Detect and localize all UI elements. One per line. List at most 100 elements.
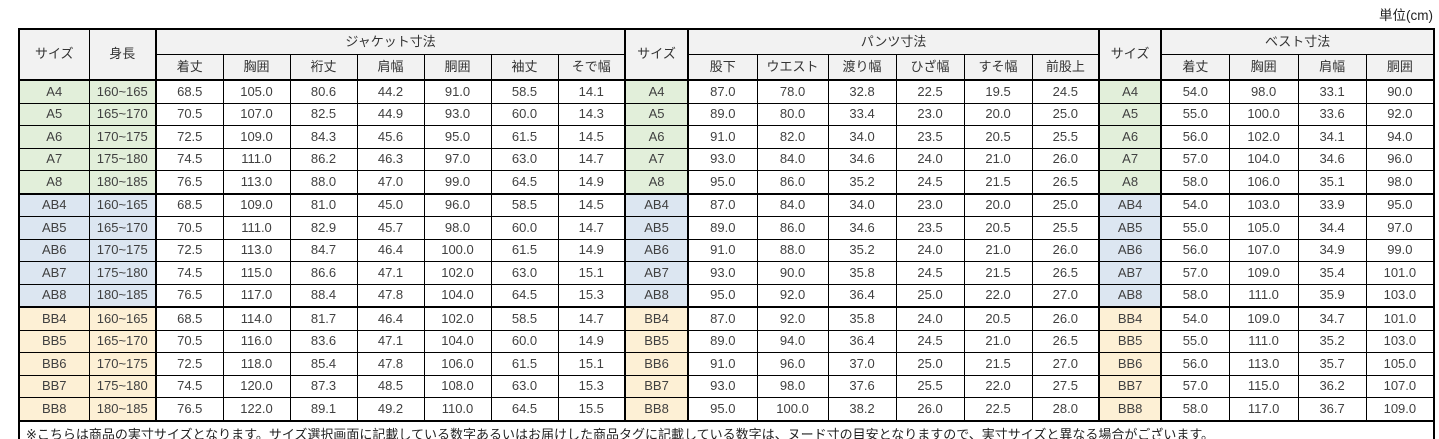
table-row: BB5 165~170 70.5 116.0 83.6 47.1 104.0 60.0 14.9… <box>18 329 1435 353</box>
height-cell: 170~175 <box>88 125 157 149</box>
jacket-measurement-cell: 74.5 <box>155 374 224 398</box>
vest-measurement-cell: 35.9 <box>1297 283 1367 308</box>
pants-col-header: すそ幅 <box>963 54 1033 81</box>
jacket-measurement-cell: 99.0 <box>423 170 492 194</box>
jacket-measurement-cell: 87.3 <box>289 374 358 398</box>
vest-measurement-cell: 55.0 <box>1160 216 1230 240</box>
size-cell: AB6 <box>18 238 90 262</box>
size-column-header-right: サイズ <box>1098 28 1163 81</box>
vest-measurement-cell: 95.0 <box>1365 192 1435 217</box>
jacket-measurement-cell: 14.7 <box>557 306 626 331</box>
pants-measurement-cell: 24.5 <box>895 170 965 194</box>
jacket-measurement-cell: 64.5 <box>490 283 559 308</box>
pants-measurement-cell: 34.6 <box>827 216 897 240</box>
jacket-measurement-cell: 15.1 <box>557 261 626 285</box>
jacket-col-header: 着丈 <box>155 54 224 81</box>
note-row: ※こちらは商品の実寸サイズとなります。サイズ選択画面に記載している数字あるいはお… <box>18 419 1435 439</box>
pants-measurement-cell: 38.2 <box>827 397 897 421</box>
jacket-measurement-cell: 63.0 <box>490 374 559 398</box>
vest-measurement-cell: 58.0 <box>1160 397 1230 421</box>
pants-measurement-cell: 26.0 <box>1031 238 1100 262</box>
jacket-measurement-cell: 58.5 <box>490 306 559 331</box>
jacket-measurement-cell: 102.0 <box>423 261 492 285</box>
jacket-measurement-cell: 64.5 <box>490 170 559 194</box>
jacket-measurement-cell: 14.5 <box>557 192 626 217</box>
pants-measurement-cell: 93.0 <box>687 374 758 398</box>
table-row: A6 170~175 72.5 109.0 84.3 45.6 95.0 61.5 14.5 A6… <box>18 125 1435 149</box>
pants-measurement-cell: 27.0 <box>1031 352 1100 376</box>
size-cell: AB8 <box>18 283 90 308</box>
pants-measurement-cell: 22.0 <box>963 374 1033 398</box>
jacket-measurement-cell: 81.0 <box>289 192 358 217</box>
size-cell-right: AB4 <box>1098 192 1163 217</box>
vest-measurement-cell: 54.0 <box>1160 192 1230 217</box>
pants-measurement-cell: 19.5 <box>963 79 1033 104</box>
pants-measurement-cell: 91.0 <box>687 352 758 376</box>
unit-label: 単位(cm) <box>1379 8 1433 23</box>
vest-measurement-cell: 109.0 <box>1228 261 1299 285</box>
pants-measurement-cell: 24.5 <box>1031 79 1100 104</box>
vest-measurement-cell: 34.4 <box>1297 216 1367 240</box>
vest-measurement-cell: 54.0 <box>1160 79 1230 104</box>
vest-measurement-cell: 56.0 <box>1160 125 1230 149</box>
jacket-measurement-cell: 63.0 <box>490 147 559 171</box>
size-cell-mid: BB5 <box>624 329 690 353</box>
pants-measurement-cell: 33.4 <box>827 102 897 126</box>
pants-measurement-cell: 26.0 <box>1031 306 1100 331</box>
jacket-measurement-cell: 47.1 <box>356 261 425 285</box>
vest-measurement-cell: 100.0 <box>1228 102 1299 126</box>
size-cell-right: BB5 <box>1098 329 1163 353</box>
jacket-measurement-cell: 72.5 <box>155 125 224 149</box>
vest-measurement-cell: 55.0 <box>1160 329 1230 353</box>
jacket-measurement-cell: 14.9 <box>557 238 626 262</box>
pants-measurement-cell: 21.0 <box>963 147 1033 171</box>
jacket-measurement-cell: 63.0 <box>490 261 559 285</box>
vest-measurement-cell: 101.0 <box>1365 261 1435 285</box>
table-body: A4 160~165 68.5 105.0 80.6 44.2 91.0 58.5 14.1 A4… <box>18 79 1435 421</box>
size-cell: BB8 <box>18 397 90 421</box>
size-cell-right: A6 <box>1098 125 1163 149</box>
jacket-measurement-cell: 46.4 <box>356 238 425 262</box>
pants-measurement-cell: 26.5 <box>1031 329 1100 353</box>
jacket-measurement-cell: 91.0 <box>423 79 492 104</box>
vest-measurement-cell: 98.0 <box>1365 170 1435 194</box>
pants-measurement-cell: 37.0 <box>827 352 897 376</box>
table-row: AB8 180~185 76.5 117.0 88.4 47.8 104.0 64.5 15.3… <box>18 283 1435 308</box>
pants-measurement-cell: 35.2 <box>827 170 897 194</box>
jacket-measurement-cell: 64.5 <box>490 397 559 421</box>
jacket-measurement-cell: 47.8 <box>356 352 425 376</box>
jacket-col-header: そで幅 <box>557 54 626 81</box>
jacket-measurement-cell: 113.0 <box>222 238 291 262</box>
jacket-measurement-cell: 110.0 <box>423 397 492 421</box>
jacket-measurement-cell: 89.1 <box>289 397 358 421</box>
vest-measurement-cell: 34.6 <box>1297 147 1367 171</box>
height-cell: 175~180 <box>88 374 157 398</box>
height-cell: 175~180 <box>88 261 157 285</box>
vest-measurement-cell: 55.0 <box>1160 102 1230 126</box>
vest-measurement-cell: 94.0 <box>1365 125 1435 149</box>
vest-measurement-cell: 34.7 <box>1297 306 1367 331</box>
vest-measurement-cell: 101.0 <box>1365 306 1435 331</box>
pants-measurement-cell: 82.0 <box>756 125 829 149</box>
pants-measurement-cell: 95.0 <box>687 283 758 308</box>
vest-measurement-cell: 107.0 <box>1365 374 1435 398</box>
size-cell-right: BB7 <box>1098 374 1163 398</box>
vest-measurement-cell: 33.1 <box>1297 79 1367 104</box>
size-cell: A5 <box>18 102 90 126</box>
size-cell: BB7 <box>18 374 90 398</box>
vest-measurement-cell: 113.0 <box>1228 352 1299 376</box>
jacket-measurement-cell: 105.0 <box>222 79 291 104</box>
jacket-measurement-cell: 60.0 <box>490 102 559 126</box>
vest-measurement-cell: 36.7 <box>1297 397 1367 421</box>
size-cell-right: AB7 <box>1098 261 1163 285</box>
jacket-measurement-cell: 83.6 <box>289 329 358 353</box>
height-cell: 165~170 <box>88 329 157 353</box>
size-cell: A7 <box>18 147 90 171</box>
vest-measurement-cell: 97.0 <box>1365 216 1435 240</box>
table-row: AB6 170~175 72.5 113.0 84.7 46.4 100.0 61.5 14.9… <box>18 238 1435 262</box>
jacket-measurement-cell: 14.5 <box>557 125 626 149</box>
table-footer: ※こちらは商品の実寸サイズとなります。サイズ選択画面に記載している数字あるいはお… <box>18 419 1435 439</box>
jacket-measurement-cell: 86.2 <box>289 147 358 171</box>
vest-measurement-cell: 105.0 <box>1365 352 1435 376</box>
jacket-measurement-cell: 44.9 <box>356 102 425 126</box>
